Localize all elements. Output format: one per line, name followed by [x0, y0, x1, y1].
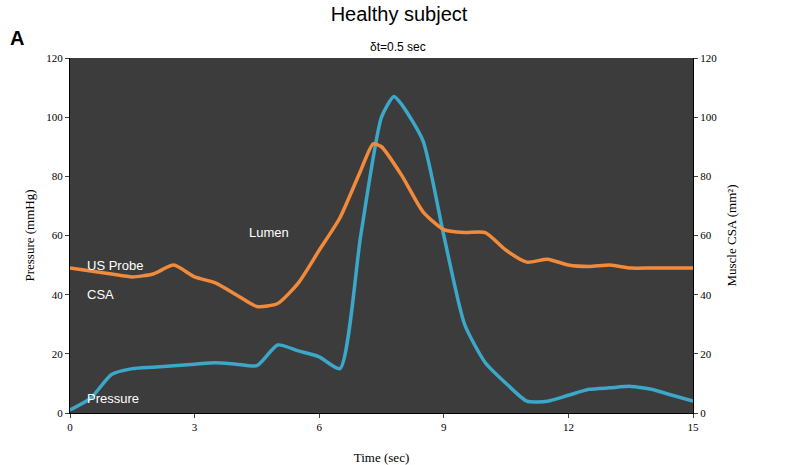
svg-text:Time (sec): Time (sec) — [354, 450, 410, 465]
svg-text:15: 15 — [688, 421, 700, 433]
svg-text:120: 120 — [700, 52, 717, 64]
svg-text:40: 40 — [52, 289, 64, 301]
svg-text:Lumen: Lumen — [249, 225, 289, 240]
svg-text:0: 0 — [700, 407, 706, 419]
svg-text:0: 0 — [67, 421, 73, 433]
svg-text:0: 0 — [57, 407, 63, 419]
svg-text:CSA: CSA — [87, 287, 114, 302]
svg-text:40: 40 — [700, 289, 712, 301]
svg-text:3: 3 — [192, 421, 198, 433]
svg-text:100: 100 — [46, 111, 63, 123]
svg-text:US Probe: US Probe — [87, 258, 143, 273]
svg-text:20: 20 — [700, 348, 712, 360]
svg-text:Muscle CSA (mm²): Muscle CSA (mm²) — [724, 184, 739, 286]
svg-text:Pressure: Pressure — [87, 391, 139, 406]
svg-text:20: 20 — [52, 348, 64, 360]
svg-text:100: 100 — [700, 111, 717, 123]
svg-text:Pressure (mmHg): Pressure (mmHg) — [22, 189, 37, 281]
svg-text:12: 12 — [563, 421, 574, 433]
svg-text:δt=0.5 sec: δt=0.5 sec — [370, 40, 426, 54]
svg-text:60: 60 — [52, 229, 64, 241]
svg-text:Healthy subject: Healthy subject — [331, 3, 468, 25]
svg-text:120: 120 — [46, 52, 63, 64]
svg-text:A: A — [10, 27, 24, 49]
svg-text:80: 80 — [52, 170, 64, 182]
svg-text:80: 80 — [700, 170, 712, 182]
svg-text:9: 9 — [441, 421, 447, 433]
svg-text:60: 60 — [700, 229, 712, 241]
svg-text:6: 6 — [316, 421, 322, 433]
